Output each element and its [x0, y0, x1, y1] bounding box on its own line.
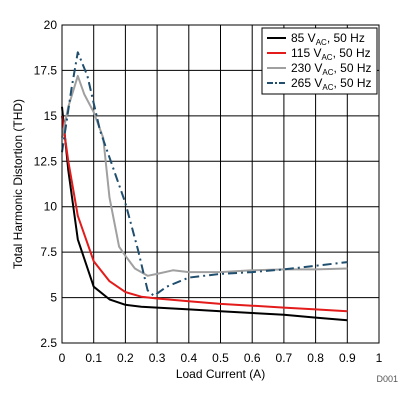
x-tick-label: 1: [376, 351, 383, 365]
legend-label-3: 265 VAC, 50 Hz: [291, 76, 372, 92]
legend-label-rest: , 50 Hz: [333, 61, 371, 75]
series-line-1: [61, 115, 348, 313]
x-tick-label: 0.1: [85, 351, 102, 365]
y-tick-label: 17.5: [34, 63, 58, 77]
y-tick-label: 7.5: [40, 245, 57, 259]
legend-label-1: 115 VAC, 50 Hz: [291, 46, 371, 62]
series-line-2: [61, 74, 348, 277]
legend-label-rest: , 50 Hz: [327, 31, 365, 45]
y-tick-label: 5: [50, 291, 57, 305]
plot-frame: [61, 24, 380, 344]
x-tick-labels: 0 0.1 0.2 0.3 0.4 0.5 0.6 0.7 0.8 0.9 1: [59, 351, 383, 365]
legend-label-main: 85 V: [291, 31, 316, 45]
legend-label-subscript: AC: [316, 38, 327, 47]
y-tick-label: 15: [44, 109, 58, 123]
y-tick-label: 12.5: [34, 154, 58, 168]
x-tick-label: 0.5: [212, 351, 229, 365]
series-line-0: [61, 106, 348, 322]
figure-code: D001: [376, 374, 398, 384]
legend-label-subscript: AC: [321, 53, 332, 62]
y-tick-label: 20: [44, 18, 58, 32]
legend-label-main: 115 V: [291, 46, 321, 60]
legend-label-main: 230 V: [291, 61, 322, 75]
legend-label-2: 230 VAC, 50 Hz: [291, 61, 372, 77]
legend-label-rest: , 50 Hz: [333, 76, 371, 90]
x-tick-label: 0.9: [339, 351, 356, 365]
legend-label-0: 85 VAC, 50 Hz: [291, 31, 365, 47]
legend-label-main: 265 V: [291, 76, 322, 90]
x-tick-label: 0.4: [180, 351, 197, 365]
y-axis-label: Total Harmonic Distortion (THD): [11, 99, 25, 269]
y-tick-label: 2.5: [40, 336, 57, 350]
x-tick-label: 0.2: [117, 351, 134, 365]
x-tick-label: 0.8: [307, 351, 324, 365]
series-lines: [61, 51, 348, 322]
series-line-3: [61, 51, 348, 297]
y-tick-labels: 2.5 5 7.5 10 12.5 15 17.5 20: [34, 18, 58, 350]
x-tick-label: 0: [59, 351, 66, 365]
x-tick-label: 0.6: [244, 351, 261, 365]
legend-label-rest: , 50 Hz: [333, 46, 371, 60]
x-tick-label: 0.7: [276, 351, 293, 365]
x-tick-label: 0.3: [149, 351, 166, 365]
legend-label-subscript: AC: [322, 83, 333, 92]
legend-label-subscript: AC: [322, 68, 333, 77]
x-axis-label: Load Current (A): [176, 367, 265, 381]
y-tick-label: 10: [44, 200, 58, 214]
